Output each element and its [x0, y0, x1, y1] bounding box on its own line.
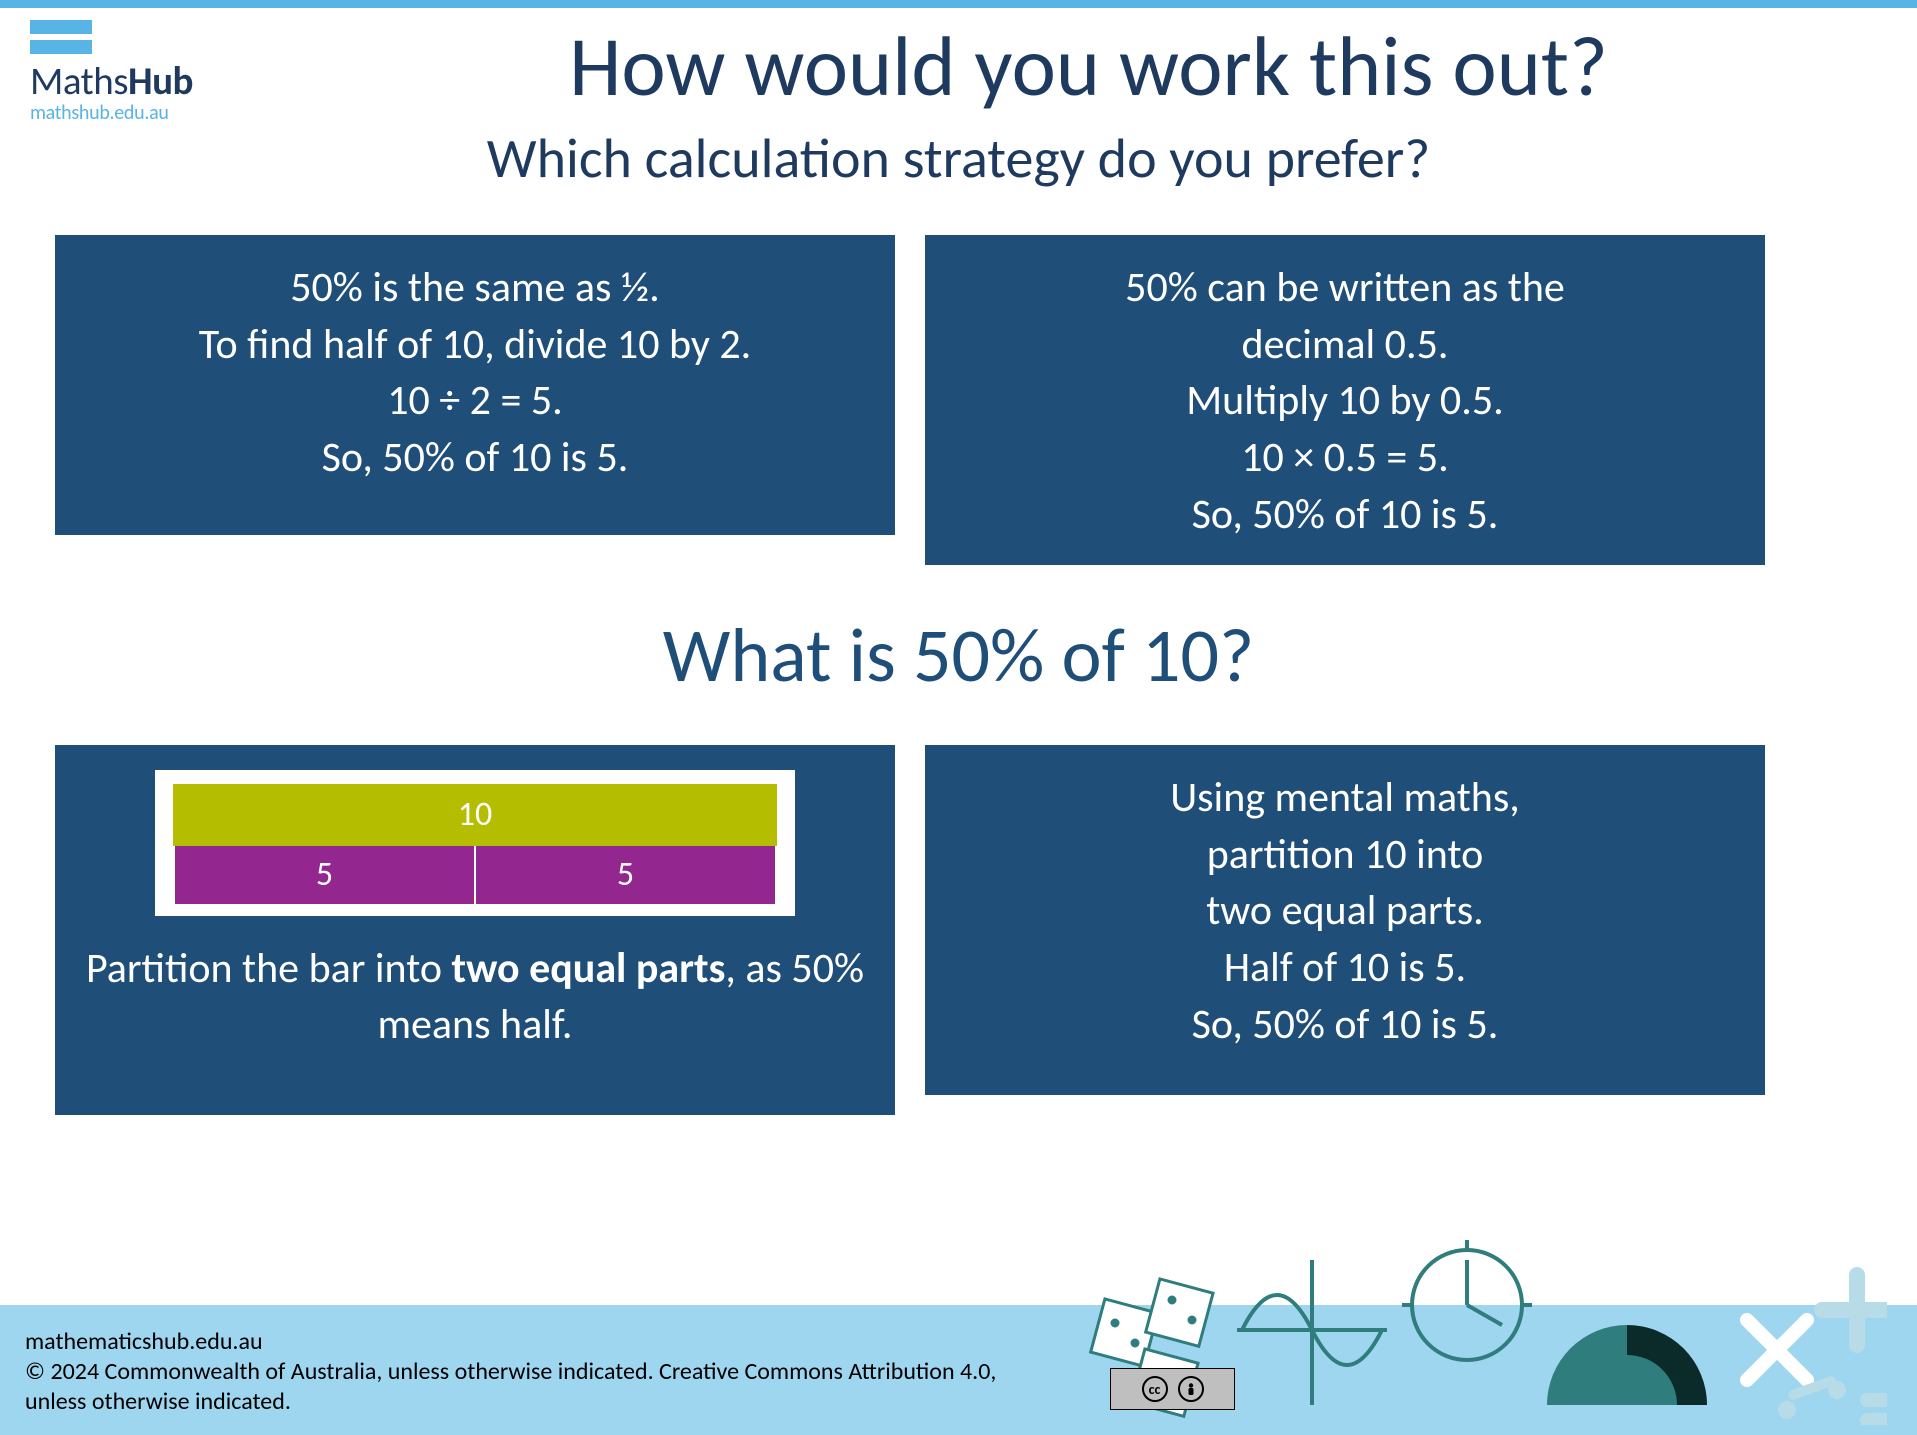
footer-copyright: © 2024 Commonwealth of Australia, unless… — [25, 1357, 996, 1387]
logo: MathsHub mathshub.edu.au — [30, 20, 270, 125]
strategy-card-fraction: 50% is the same as ½. To find half of 10… — [55, 235, 895, 535]
card-text: Partition the bar into two equal parts, … — [85, 941, 865, 1054]
bar-model-half-left: 5 — [173, 846, 475, 906]
card-line: 50% is the same as ½. — [85, 260, 865, 317]
card-line: partition 10 into — [955, 827, 1735, 884]
bar-model-whole: 10 — [173, 784, 777, 846]
logo-text: MathsHub — [30, 58, 270, 105]
card-line: So, 50% of 10 is 5. — [955, 997, 1735, 1054]
strategy-card-bar-model: 10 5 5 Partition the bar into two equal … — [55, 745, 895, 1115]
card-line: two equal parts. — [955, 883, 1735, 940]
logo-text-plain: Maths — [30, 58, 128, 105]
central-question: What is 50% of 10? — [0, 610, 1917, 702]
footer-url: mathematicshub.edu.au — [25, 1327, 996, 1357]
card-line: To find half of 10, divide 10 by 2. — [85, 317, 865, 374]
page-subtitle: Which calculation strategy do you prefer… — [0, 125, 1917, 193]
cc-icon: cc — [1142, 1376, 1168, 1402]
card-line: Half of 10 is 5. — [955, 940, 1735, 997]
page-title: How would you work this out? — [320, 15, 1857, 118]
card-line: So, 50% of 10 is 5. — [85, 430, 865, 487]
footer: mathematicshub.edu.au © 2024 Commonwealt… — [0, 1305, 1917, 1435]
card-line: So, 50% of 10 is 5. — [955, 487, 1735, 544]
slide: MathsHub mathshub.edu.au How would you w… — [0, 0, 1917, 1435]
cc-by-badge-icon: cc — [1110, 1368, 1235, 1410]
logo-text-bold: Hub — [128, 58, 193, 105]
card-line: Using mental maths, — [955, 770, 1735, 827]
card-line: 50% can be written as the — [955, 260, 1735, 317]
footer-line3: unless otherwise indicated. — [25, 1387, 996, 1417]
logo-url: mathshub.edu.au — [30, 101, 270, 125]
card-line: Multiply 10 by 0.5. — [955, 373, 1735, 430]
by-icon — [1178, 1376, 1204, 1402]
strategy-card-mental: Using mental maths, partition 10 into tw… — [925, 745, 1765, 1095]
logo-bars-icon — [30, 20, 270, 54]
bar-model-half-right: 5 — [475, 846, 777, 906]
footer-text: mathematicshub.edu.au © 2024 Commonwealt… — [25, 1327, 996, 1417]
strategy-card-decimal: 50% can be written as the decimal 0.5. M… — [925, 235, 1765, 565]
text-bold: two equal parts — [452, 943, 726, 994]
text-pre: Partition the bar into — [86, 943, 452, 994]
card-line: decimal 0.5. — [955, 317, 1735, 374]
card-line: 10 ÷ 2 = 5. — [85, 373, 865, 430]
card-line: 10 × 0.5 = 5. — [955, 430, 1735, 487]
top-accent-bar — [0, 0, 1917, 8]
bar-model-diagram: 10 5 5 — [155, 770, 795, 916]
